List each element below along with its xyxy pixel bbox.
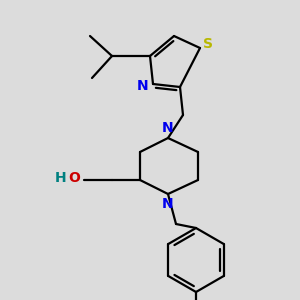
- Text: O: O: [68, 171, 80, 185]
- Text: H: H: [54, 171, 66, 185]
- Text: N: N: [137, 79, 149, 93]
- Text: S: S: [203, 37, 213, 51]
- Text: N: N: [162, 121, 174, 135]
- Text: N: N: [162, 197, 174, 211]
